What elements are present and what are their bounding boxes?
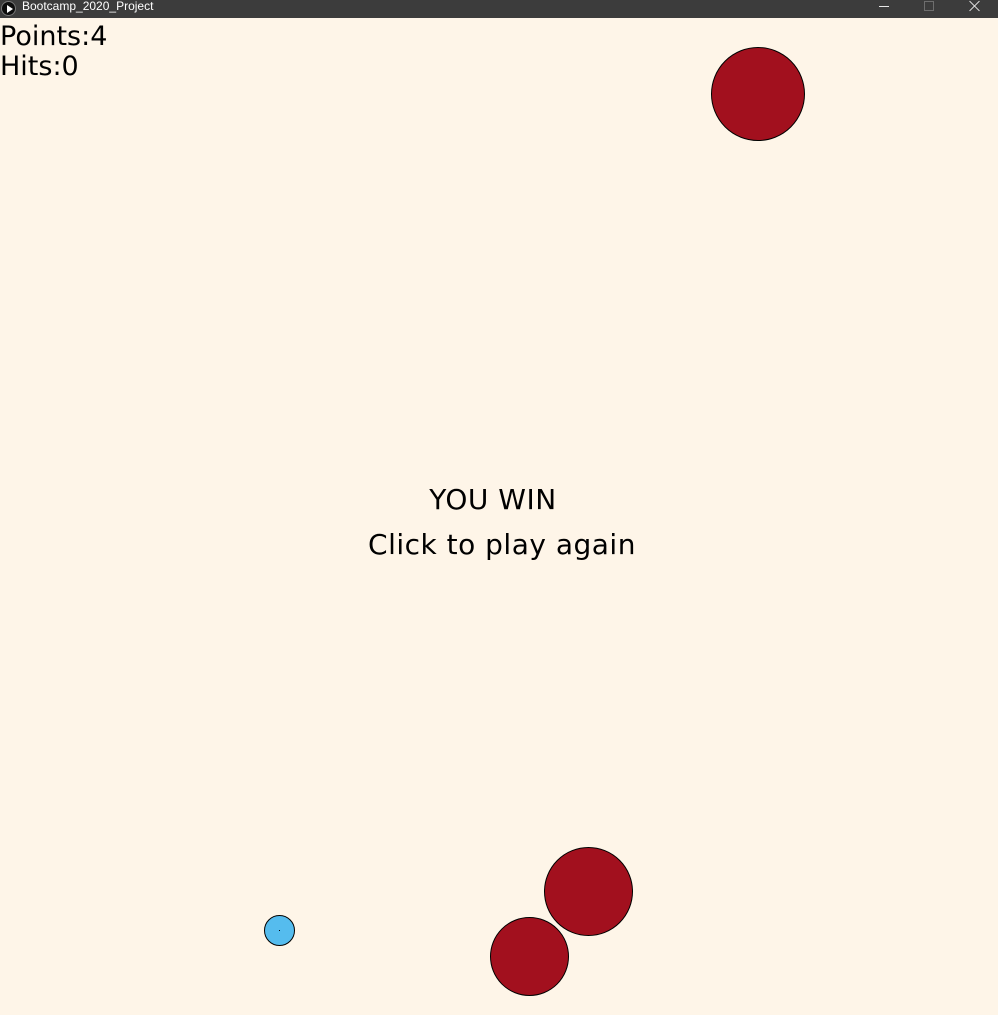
maximize-button[interactable] [906, 0, 952, 18]
close-button[interactable] [952, 0, 998, 18]
game-canvas[interactable]: Points:4 Hits:0 YOU WIN Click to play ag… [0, 18, 998, 1015]
close-icon [968, 0, 981, 12]
win-message: YOU WIN [429, 483, 557, 516]
minimize-icon [879, 6, 889, 7]
enemy-ball [490, 917, 569, 996]
minimize-button[interactable] [861, 0, 907, 18]
restart-prompt[interactable]: Click to play again [368, 528, 636, 561]
enemy-ball [711, 47, 805, 141]
play-icon [1, 1, 16, 16]
player-ball [264, 915, 295, 946]
points-counter: Points:4 [0, 21, 108, 52]
hits-counter: Hits:0 [0, 51, 79, 82]
enemy-ball [544, 847, 633, 936]
window-titlebar: Bootcamp_2020_Project [0, 0, 998, 18]
player-center-dot [279, 930, 280, 931]
maximize-icon [924, 1, 934, 11]
window-title: Bootcamp_2020_Project [22, 0, 154, 13]
